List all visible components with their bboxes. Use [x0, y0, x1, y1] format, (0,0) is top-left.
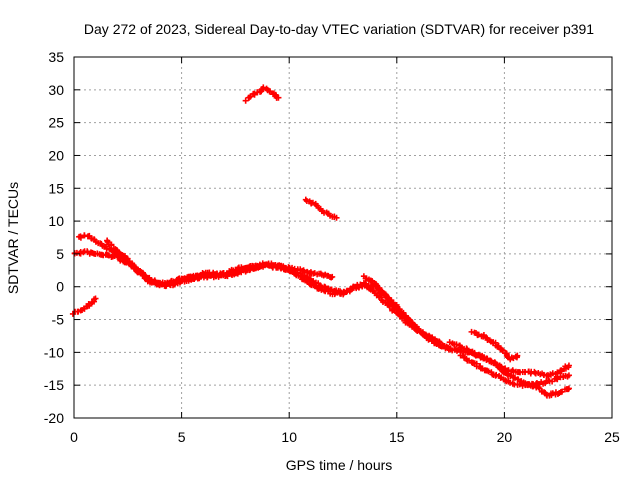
plot-area-frame [73, 56, 613, 419]
data-point [242, 97, 249, 104]
y-tick-label: -10 [44, 344, 64, 360]
y-axis-label: SDTVAR / TECUs [5, 182, 21, 294]
data-point [333, 214, 340, 221]
x-tick-label: 10 [281, 429, 297, 445]
x-tick-label: 15 [389, 429, 405, 445]
y-tick-label: 15 [48, 180, 64, 196]
data-point [329, 273, 336, 280]
data-point [480, 333, 487, 340]
data-point [267, 88, 274, 95]
data-points [69, 84, 572, 399]
data-point [565, 362, 572, 369]
data-point [92, 295, 99, 302]
data-point [313, 282, 320, 289]
y-tick-label: -15 [44, 377, 64, 393]
y-tick-label: 20 [48, 147, 64, 163]
series-arc-6 [302, 196, 340, 221]
data-point [171, 281, 178, 288]
y-tick-label: -20 [44, 410, 64, 426]
x-tick-label: 0 [70, 429, 78, 445]
data-point [321, 287, 328, 294]
x-tick-label: 20 [497, 429, 513, 445]
data-point [158, 281, 165, 288]
series-arc-9 [457, 352, 572, 389]
series-arc-7 [360, 273, 572, 380]
data-point [361, 281, 368, 288]
data-point [565, 385, 572, 392]
series-arc-3 [76, 232, 443, 346]
y-tick-label: -5 [52, 312, 65, 328]
data-point [275, 94, 282, 101]
y-tick-label: 35 [48, 49, 64, 65]
data-point [485, 368, 492, 375]
chart-title: Day 272 of 2023, Sidereal Day-to-day VTE… [84, 21, 594, 37]
x-tick-label: 5 [178, 429, 186, 445]
data-point [77, 234, 84, 241]
series-arc-8 [446, 339, 572, 399]
series-arc-5 [242, 84, 282, 104]
y-tick-label: 0 [56, 279, 64, 295]
series-arc-4 [104, 237, 454, 353]
y-tick-label: 25 [48, 115, 64, 131]
data-point [565, 372, 572, 379]
series-arc-10 [468, 328, 521, 363]
data-point [260, 84, 267, 91]
data-point [108, 242, 115, 249]
x-tick-label: 25 [604, 429, 620, 445]
grid-lines [74, 57, 612, 418]
series-arc-1 [69, 295, 99, 317]
data-point [81, 232, 88, 239]
data-point [495, 342, 502, 349]
axis-ticks: -20 -15 -10 -5 0 5 10 15 20 25 30 35 0 5 10 15 20 25 [44, 49, 620, 445]
data-point [411, 324, 418, 331]
x-axis-label: GPS time / hours [286, 457, 393, 473]
y-tick-label: 5 [56, 246, 64, 262]
data-point [514, 352, 521, 359]
data-point [562, 363, 569, 370]
data-point [393, 303, 400, 310]
y-tick-label: 30 [48, 82, 64, 98]
y-tick-label: 10 [48, 213, 64, 229]
